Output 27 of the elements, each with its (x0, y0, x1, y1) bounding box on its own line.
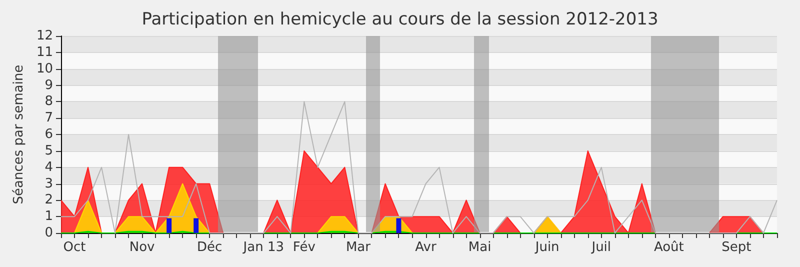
y-tick-label: 2 (44, 192, 53, 208)
y-tick-label: 11 (36, 44, 53, 60)
y-tick-label: 6 (44, 127, 53, 142)
x-tick-label: Mai (468, 240, 492, 255)
x-tick-label: Juil (590, 240, 612, 255)
x-tick-label: Déc (197, 240, 222, 255)
y-tick-label: 9 (44, 78, 53, 93)
y-tick-label: 1 (44, 209, 53, 224)
x-tick-label: Oct (63, 240, 86, 255)
x-tick-label: Jan 13 (242, 240, 284, 255)
y-axis-title: Séances par semaine (12, 64, 27, 204)
x-tick-label: Avr (415, 240, 437, 255)
x-tick-label: Août (654, 240, 684, 255)
x-tick-label: Juin (534, 240, 560, 255)
y-tick-label: 0 (44, 226, 53, 240)
y-tick-label: 4 (44, 160, 53, 175)
y-tick-label: 12 (36, 28, 53, 44)
x-tick-label: Mar (346, 240, 372, 255)
chart-title: Participation en hemicycle au cours de la session 2012-2013 (142, 10, 658, 30)
y-tick-label: 7 (44, 110, 53, 126)
y-tick-label: 8 (44, 94, 53, 110)
x-tick-label: Nov (129, 240, 156, 255)
y-tick-label: 3 (44, 176, 53, 192)
x-tick-label: Sept (722, 240, 752, 255)
y-tick-label: 10 (36, 61, 53, 76)
x-tick-label: Fév (292, 240, 316, 255)
y-tick-label: 5 (44, 143, 53, 158)
